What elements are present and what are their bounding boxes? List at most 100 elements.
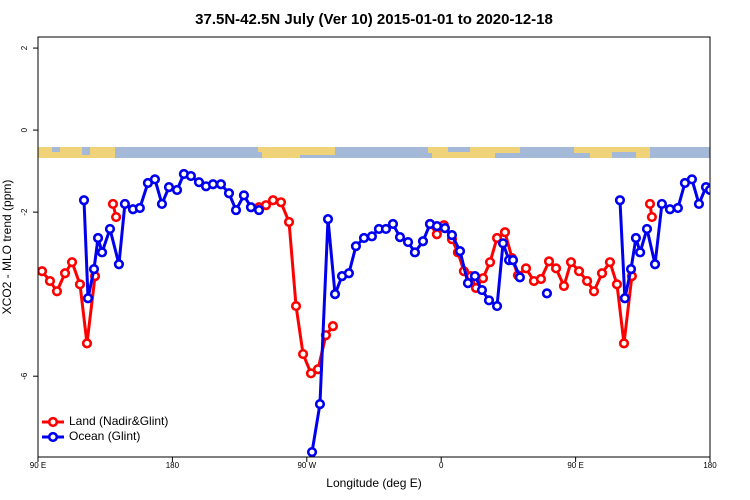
data-point: [38, 266, 48, 277]
data-point: [113, 259, 125, 270]
data-point: [104, 223, 116, 235]
data-point: [402, 236, 414, 248]
data-point: [409, 247, 421, 258]
data-point: [329, 289, 341, 300]
data-point: [163, 182, 175, 193]
y-tick-label: 0: [20, 127, 29, 132]
data-point: [476, 284, 488, 296]
data-point: [51, 286, 63, 297]
data-point: [630, 232, 642, 244]
data-point: [541, 288, 553, 299]
data-point: [185, 170, 197, 182]
data-point: [297, 348, 309, 360]
legend-label: Land (Nadir&Glint): [69, 414, 168, 428]
data-point: [431, 229, 442, 240]
data-point: [484, 257, 496, 268]
data-point: [387, 218, 399, 230]
data-point: [207, 179, 219, 190]
data-point: [693, 198, 705, 210]
data-point: [439, 223, 451, 234]
data-point: [514, 272, 525, 283]
data-point: [322, 214, 334, 225]
data-point: [230, 204, 242, 216]
legend-marker: [47, 431, 59, 443]
data-point: [66, 257, 78, 268]
data-point: [417, 236, 429, 247]
data-point: [260, 200, 272, 211]
data-point: [581, 275, 593, 287]
data-point: [704, 184, 710, 196]
data-point: [497, 238, 509, 249]
data-point: [499, 227, 511, 238]
data-point: [380, 223, 392, 235]
data-point: [649, 259, 661, 270]
data-point: [543, 256, 555, 267]
x-tick-label: 180: [703, 461, 717, 470]
data-point: [44, 275, 56, 287]
data-point: [215, 179, 227, 190]
chart-title: 37.5N-42.5N July (Ver 10) 2015-01-01 to …: [195, 11, 553, 28]
data-point: [686, 174, 698, 185]
data-point: [253, 204, 265, 216]
data-point: [483, 295, 495, 306]
data-point: [550, 263, 562, 274]
data-point: [664, 204, 676, 215]
data-point: [394, 232, 406, 243]
data-point: [469, 271, 481, 282]
data-point: [111, 211, 122, 223]
data-point: [672, 202, 683, 214]
data-point: [119, 198, 131, 210]
data-point: [156, 198, 168, 210]
y-axis-label: XCO2 - MLO trend (ppm): [0, 180, 14, 315]
map-strip: [38, 147, 710, 158]
data-point: [245, 202, 257, 213]
data-point: [644, 198, 656, 210]
data-point: [491, 300, 503, 312]
data-point: [193, 177, 205, 188]
data-point: [88, 264, 100, 275]
data-point: [343, 268, 355, 279]
data-point: [74, 279, 86, 290]
data-point: [82, 293, 94, 304]
y-tick-label: -6: [20, 372, 29, 380]
data-point: [618, 338, 630, 349]
data-point: [491, 232, 503, 244]
data-point: [171, 184, 183, 196]
data-point: [78, 195, 90, 206]
data-point: [96, 247, 108, 258]
data-point: [507, 255, 519, 266]
data-point: [611, 279, 623, 290]
data-point: [596, 268, 608, 279]
data-point: [641, 223, 653, 235]
data-point: [366, 231, 378, 242]
data-point: [454, 246, 466, 257]
data-point: [431, 220, 443, 232]
data-point: [290, 300, 302, 312]
data-point: [477, 273, 489, 284]
x-axis-label: Longitude (deg E): [326, 476, 421, 490]
data-point: [59, 268, 71, 279]
data-point: [358, 232, 370, 244]
data-point: [149, 174, 161, 185]
y-tick-label: 2: [20, 45, 29, 50]
data-point: [223, 188, 235, 199]
data-point: [565, 257, 577, 268]
data-point: [306, 446, 318, 457]
data-point: [327, 321, 339, 332]
data-point: [267, 195, 279, 206]
series-line: [82, 172, 710, 453]
plot-frame: [37, 36, 711, 458]
y-tick-label: -2: [20, 208, 29, 216]
data-point: [646, 211, 658, 223]
x-tick-label: 90 W: [297, 461, 316, 470]
data-point: [619, 293, 630, 304]
data-point: [462, 277, 474, 289]
data-point: [107, 198, 119, 210]
data-point: [350, 241, 362, 252]
plot-area: [38, 168, 710, 457]
legend-marker: [47, 416, 59, 428]
legend-label: Ocean (Glint): [69, 429, 140, 443]
data-point: [305, 368, 317, 379]
x-tick-label: 180: [166, 461, 180, 470]
